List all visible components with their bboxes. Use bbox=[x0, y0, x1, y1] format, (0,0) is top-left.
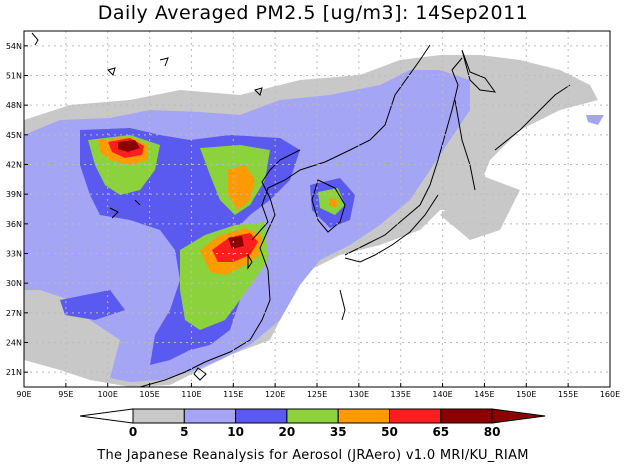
lat-label: 45N bbox=[6, 131, 22, 140]
colorbar-label: 0 bbox=[129, 425, 137, 439]
lon-label: 150E bbox=[516, 390, 536, 399]
lon-label: 135E bbox=[391, 390, 411, 399]
lon-label: 120E bbox=[265, 390, 285, 399]
lon-label: 115E bbox=[223, 390, 243, 399]
colorbar-bin bbox=[286, 408, 339, 424]
colorbar-bin bbox=[132, 408, 185, 424]
colorbar-label: 50 bbox=[381, 425, 398, 439]
graticule bbox=[24, 31, 610, 387]
longitude-labels: 90E 95E 100E 105E 110E 115E 120E 125E 130E 135E 14… bbox=[16, 383, 620, 399]
colorbar-label: 10 bbox=[227, 425, 244, 439]
lat-label: 27N bbox=[6, 309, 22, 318]
contour-80-plus bbox=[118, 140, 244, 249]
lat-label: 42N bbox=[6, 161, 22, 170]
colorbar-bin bbox=[235, 408, 288, 424]
lat-label: 24N bbox=[6, 339, 22, 348]
colorbar-label: 80 bbox=[484, 425, 501, 439]
colorbar-low-arrow bbox=[79, 408, 134, 424]
lon-label: 145E bbox=[474, 390, 494, 399]
lon-label: 90E bbox=[16, 390, 31, 399]
colorbar-bin bbox=[389, 408, 442, 424]
lon-label: 140E bbox=[432, 390, 452, 399]
lat-label: 30N bbox=[6, 279, 22, 288]
lat-label: 33N bbox=[6, 250, 22, 259]
colorbar-high-arrow bbox=[491, 408, 546, 424]
colorbar-bin bbox=[440, 408, 493, 424]
concentration-field bbox=[24, 32, 604, 387]
lon-label: 155E bbox=[558, 390, 578, 399]
lat-label: 39N bbox=[6, 190, 22, 199]
map-title: Daily Averaged PM2.5 [ug/m3]: 14Sep2011 bbox=[97, 2, 529, 24]
footer-credit: The Japanese Reanalysis for Aerosol (JRA… bbox=[97, 448, 529, 463]
lat-label: 36N bbox=[6, 220, 22, 229]
lon-label: 95E bbox=[58, 390, 73, 399]
colorbar-label: 65 bbox=[432, 425, 449, 439]
coastlines bbox=[31, 32, 571, 387]
colorbar-label: 35 bbox=[330, 425, 347, 439]
latitude-labels: 54N 51N 48N 45N 42N 39N 36N 33N 30N 27N 24N 21N bbox=[6, 42, 28, 377]
lat-label: 48N bbox=[6, 101, 22, 110]
lon-label: 110E bbox=[181, 390, 201, 399]
lat-label: 54N bbox=[6, 42, 22, 51]
lon-label: 100E bbox=[98, 390, 118, 399]
lat-label: 51N bbox=[6, 72, 22, 81]
colorbar: 0 5 10 20 35 50 65 80 bbox=[79, 408, 546, 439]
lon-label: 160E bbox=[600, 390, 620, 399]
colorbar-bin bbox=[337, 408, 391, 424]
lat-label: 21N bbox=[6, 368, 22, 377]
colorbar-label: 5 bbox=[180, 425, 188, 439]
lon-label: 130E bbox=[349, 390, 369, 399]
lon-label: 125E bbox=[307, 390, 327, 399]
colorbar-bin bbox=[183, 408, 237, 424]
colorbar-label: 20 bbox=[279, 425, 296, 439]
lon-label: 105E bbox=[139, 390, 159, 399]
